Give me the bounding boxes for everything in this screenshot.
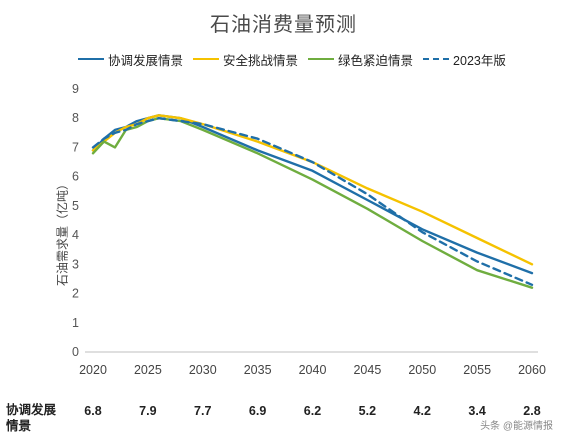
x-tick-label: 2025 [134,363,162,377]
y-tick-label: 0 [72,345,79,359]
x-tick-label: 2020 [79,363,107,377]
y-tick-label: 1 [72,316,79,330]
legend-swatch [78,58,104,60]
x-tick-label: 2040 [299,363,327,377]
series-line-3 [91,116,534,289]
table-cell: 7.9 [139,404,157,418]
x-tick-label: 2060 [518,363,546,377]
y-tick-label: 3 [72,257,79,271]
watermark: 头条 @能源情报 [480,421,553,432]
legend-label: 协调发展情景 [108,53,184,68]
legend-item: 安全挑战情景 [193,50,298,69]
legend-swatch [308,58,335,60]
x-tick-label: 2055 [463,363,491,377]
legend-label: 绿色紧迫情景 [338,53,414,68]
y-tick-label: 7 [72,140,79,154]
table-cell: 6.8 [84,404,102,418]
y-tick-label: 8 [72,111,79,125]
table-cell: 3.4 [468,404,486,418]
y-tick-label: 9 [72,82,79,96]
x-tick-label: 2045 [353,363,381,377]
y-tick-label: 4 [72,228,79,242]
table-cell: 6.2 [303,404,322,418]
legend-label: 安全挑战情景 [223,53,299,68]
y-axis-label: 石油需求量（亿吨） [55,177,70,287]
table-cell: 6.9 [248,404,267,418]
table-cell: 7.7 [194,404,212,418]
x-tick-label: 2030 [189,363,217,377]
legend-swatch [193,58,220,60]
legend-swatch [423,58,450,60]
table-row-header: 协调发展情景 [6,403,57,433]
chart-title: 石油消费量预测 [210,14,357,36]
series-line-2 [91,114,534,266]
legend-label: 2023年版 [453,53,506,68]
series-line-4 [91,116,534,286]
chart-plot: 0 1 2 3 4 5 6 7 8 9 2020 2025 2030 2035 2040 2045 2050 20… [72,82,546,377]
series-line-1 [91,114,534,275]
y-tick-label: 6 [72,170,79,184]
legend-item: 绿色紧迫情景 [308,50,413,69]
y-tick-label: 2 [72,287,79,301]
legend-item: 协调发展情景 [78,50,183,69]
legend: 协调发展情景 安全挑战情景 绿色紧迫情景 2023年版 [78,50,516,68]
x-tick-label: 2050 [408,363,436,377]
x-tick-label: 2035 [244,363,272,377]
legend-item: 2023年版 [423,50,506,69]
table-cell: 4.2 [413,404,431,418]
table-cell: 2.8 [523,404,541,418]
table-cell: 5.2 [358,404,377,418]
y-tick-label: 5 [72,199,79,213]
